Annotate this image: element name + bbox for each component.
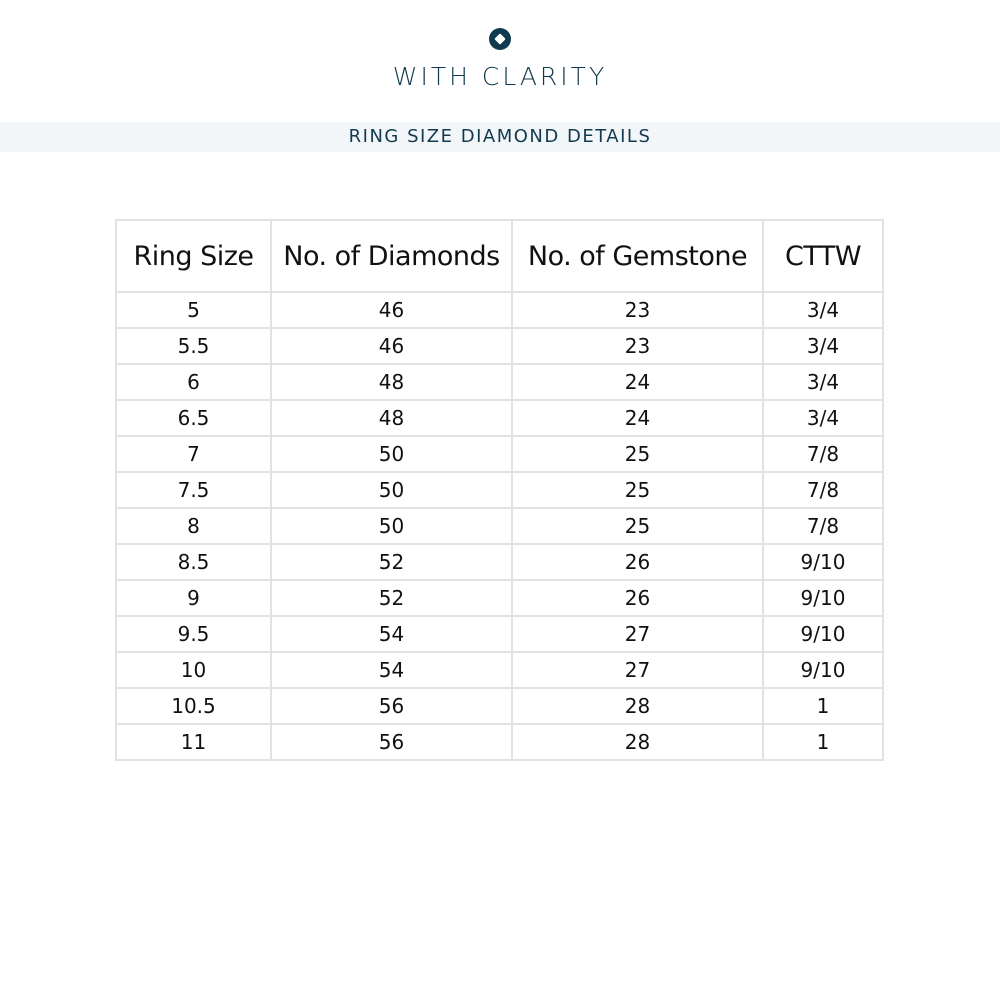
- table-row: 8 50 25 7/8: [115, 507, 884, 545]
- table-cell: 7: [115, 435, 272, 473]
- table-row: 7.5 50 25 7/8: [115, 471, 884, 509]
- table-cell: 5: [115, 291, 272, 329]
- section-title: RING SIZE DIAMOND DETAILS: [348, 126, 652, 147]
- table-cell: 26: [511, 579, 764, 617]
- table-cell: 9/10: [762, 579, 884, 617]
- table-cell: 8.5: [115, 543, 272, 581]
- table-cell: 27: [511, 615, 764, 653]
- brand-name: WITH CLARITY: [392, 62, 608, 91]
- table-cell: 7/8: [762, 507, 884, 545]
- table-row: 6 48 24 3/4: [115, 363, 884, 401]
- table-cell: 28: [511, 723, 764, 761]
- table-cell: 6.5: [115, 399, 272, 437]
- table-cell: 25: [511, 435, 764, 473]
- table-header-row: Ring Size No. of Diamonds No. of Gemstone C…: [115, 219, 884, 293]
- column-header: CTTW: [762, 219, 884, 293]
- table-row: 11 56 28 1: [115, 723, 884, 761]
- table-cell: 27: [511, 651, 764, 689]
- table-cell: 23: [511, 327, 764, 365]
- table-cell: 56: [270, 687, 513, 725]
- table-cell: 10.5: [115, 687, 272, 725]
- table-cell: 3/4: [762, 291, 884, 329]
- section-banner: RING SIZE DIAMOND DETAILS: [0, 122, 1000, 152]
- table-cell: 50: [270, 507, 513, 545]
- table-cell: 24: [511, 399, 764, 437]
- table-row: 9.5 54 27 9/10: [115, 615, 884, 653]
- table-cell: 9/10: [762, 615, 884, 653]
- column-header: No. of Diamonds: [270, 219, 513, 293]
- table-cell: 25: [511, 471, 764, 509]
- table-cell: 6: [115, 363, 272, 401]
- table-cell: 48: [270, 363, 513, 401]
- table-row: 7 50 25 7/8: [115, 435, 884, 473]
- column-header: No. of Gemstone: [511, 219, 764, 293]
- table-cell: 3/4: [762, 363, 884, 401]
- table-cell: 52: [270, 543, 513, 581]
- table-cell: 7/8: [762, 471, 884, 509]
- table-cell: 48: [270, 399, 513, 437]
- ring-size-table: Ring Size No. of Diamonds No. of Gemstone C…: [115, 219, 884, 761]
- table-cell: 1: [762, 723, 884, 761]
- table-cell: 3/4: [762, 327, 884, 365]
- table-cell: 26: [511, 543, 764, 581]
- table-row: 8.5 52 26 9/10: [115, 543, 884, 581]
- table-cell: 54: [270, 615, 513, 653]
- table-cell: 7/8: [762, 435, 884, 473]
- table-cell: 46: [270, 291, 513, 329]
- table-cell: 5.5: [115, 327, 272, 365]
- table-cell: 25: [511, 507, 764, 545]
- table-row: 9 52 26 9/10: [115, 579, 884, 617]
- table-row: 10 54 27 9/10: [115, 651, 884, 689]
- table-cell: 50: [270, 471, 513, 509]
- table-cell: 52: [270, 579, 513, 617]
- table-cell: 10: [115, 651, 272, 689]
- table-row: 5.5 46 23 3/4: [115, 327, 884, 365]
- table-row: 10.5 56 28 1: [115, 687, 884, 725]
- table-cell: 23: [511, 291, 764, 329]
- table-cell: 50: [270, 435, 513, 473]
- table-cell: 11: [115, 723, 272, 761]
- table-cell: 56: [270, 723, 513, 761]
- table-cell: 8: [115, 507, 272, 545]
- table-cell: 3/4: [762, 399, 884, 437]
- table-cell: 7.5: [115, 471, 272, 509]
- table-row: 5 46 23 3/4: [115, 291, 884, 329]
- table-row: 6.5 48 24 3/4: [115, 399, 884, 437]
- table-cell: 9: [115, 579, 272, 617]
- column-header: Ring Size: [115, 219, 272, 293]
- table-cell: 24: [511, 363, 764, 401]
- table-cell: 46: [270, 327, 513, 365]
- table-cell: 28: [511, 687, 764, 725]
- table-cell: 9/10: [762, 543, 884, 581]
- table-cell: 9.5: [115, 615, 272, 653]
- table-cell: 54: [270, 651, 513, 689]
- brand-logo-icon: [489, 28, 511, 50]
- table-cell: 1: [762, 687, 884, 725]
- table-cell: 9/10: [762, 651, 884, 689]
